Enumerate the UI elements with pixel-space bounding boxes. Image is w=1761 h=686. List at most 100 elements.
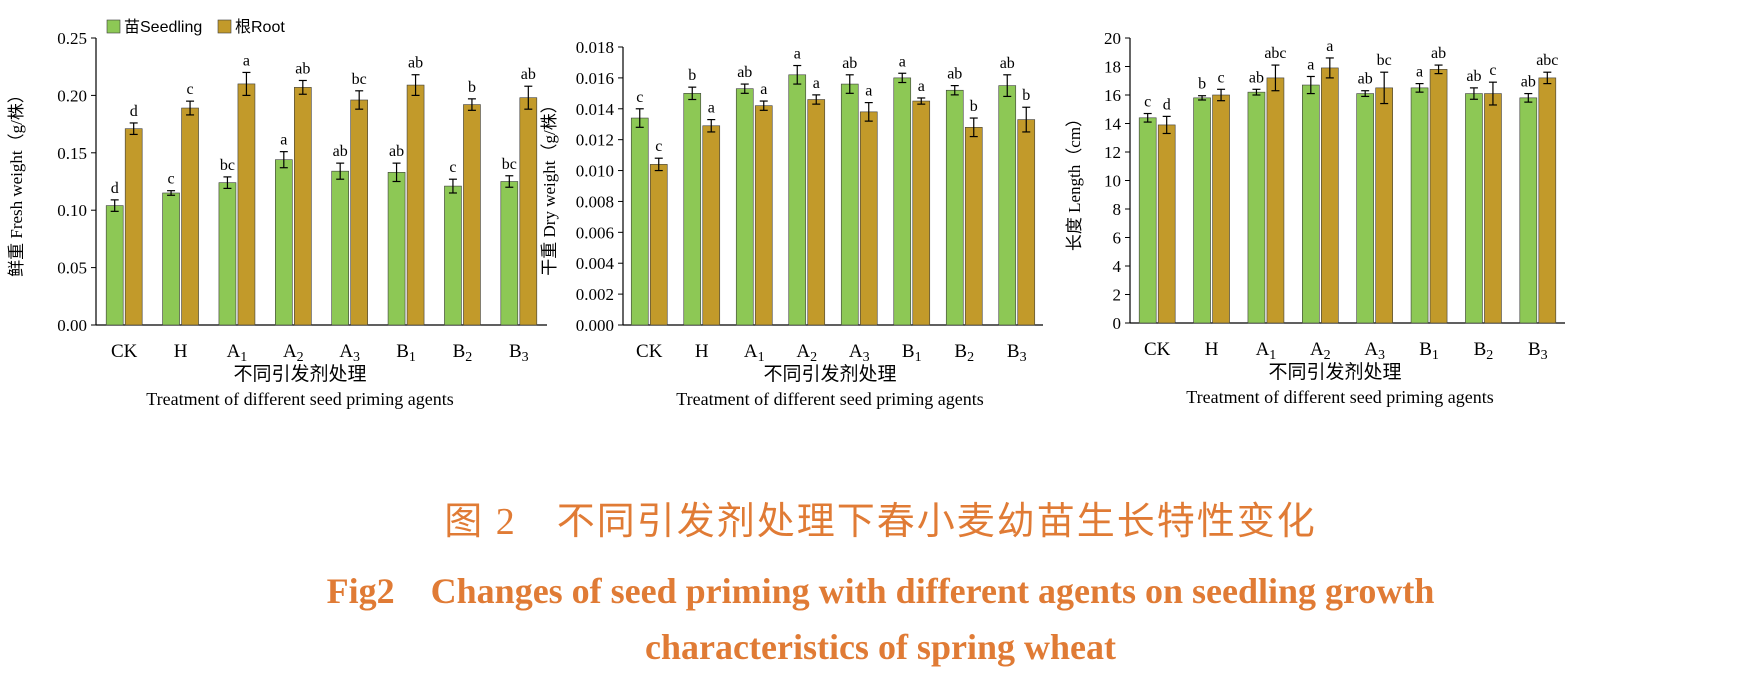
- x-tick-label: B2: [453, 341, 473, 365]
- y-tick-label: 14: [1104, 115, 1122, 134]
- y-tick-label: 0.00: [57, 316, 87, 335]
- seedling-bar: [788, 74, 807, 326]
- y-tick-label: 0.004: [576, 254, 615, 273]
- seedling-bar: [1465, 93, 1483, 324]
- root-bar: [463, 104, 481, 326]
- y-tick-label: 0.012: [576, 131, 614, 150]
- significance-letter: bc: [502, 156, 517, 173]
- significance-letter: c: [1144, 94, 1151, 111]
- root-bar: [1266, 77, 1285, 324]
- y-tick-label: 0.014: [576, 100, 615, 119]
- seedling-bar: [444, 185, 462, 326]
- y-tick-label: 0.008: [576, 192, 614, 211]
- legend: 苗Seedling 根Root: [106, 18, 285, 36]
- significance-letter: a: [708, 100, 715, 117]
- seedling-bar: [331, 170, 349, 326]
- y-tick-label: 2: [1113, 286, 1122, 305]
- significance-letter: ab: [842, 55, 857, 72]
- figure-caption-english-line1: Fig2 Changes of seed priming with differ…: [326, 571, 1435, 611]
- x-tick-label: B1: [396, 341, 416, 365]
- significance-letter: d: [111, 180, 119, 197]
- x-axis-label-english: Treatment of different seed priming agen…: [1186, 387, 1493, 407]
- y-tick-label: 0.006: [576, 223, 614, 242]
- significance-letter: a: [760, 81, 767, 98]
- significance-letter: ab: [1358, 71, 1373, 88]
- root-bar: [1157, 124, 1176, 324]
- significance-letter: c: [1489, 62, 1496, 79]
- significance-letter: a: [918, 78, 925, 95]
- legend-swatch-root: [217, 19, 232, 34]
- y-axis-label: 干重 Dry weight（g/株）: [540, 96, 559, 275]
- significance-letter: a: [899, 53, 906, 70]
- x-tick-label: A1: [744, 341, 765, 365]
- y-tick-label: 0.010: [576, 162, 614, 181]
- x-tick-label: A2: [796, 341, 817, 365]
- y-tick-label: 0.000: [576, 316, 614, 335]
- y-tick-label: 8: [1113, 200, 1122, 219]
- x-axis-label-chinese: 不同引发剂处理: [763, 363, 896, 385]
- root-bar: [1212, 94, 1230, 324]
- x-tick-label: CK: [636, 341, 663, 362]
- legend-label-root: 根Root: [235, 18, 285, 36]
- x-tick-label: A1: [1256, 339, 1277, 363]
- y-tick-label: 0.10: [57, 201, 87, 220]
- y-tick-label: 18: [1104, 58, 1121, 77]
- significance-letter: d: [130, 103, 138, 120]
- root-bar: [1321, 67, 1339, 324]
- seedling-bar: [735, 88, 754, 326]
- figure-caption-chinese: 图 2 不同引发剂处理下春小麦幼苗生长特性变化: [444, 501, 1317, 543]
- x-tick-label: CK: [111, 341, 138, 362]
- root-bar: [859, 111, 878, 326]
- y-tick-label: 0.20: [57, 86, 87, 105]
- root-bar: [1484, 93, 1502, 324]
- x-tick-label: A2: [283, 341, 304, 365]
- significance-letter: c: [187, 81, 194, 98]
- seedling-bar: [840, 83, 859, 326]
- x-tick-label: B2: [954, 341, 974, 365]
- significance-letter: c: [636, 89, 643, 106]
- y-tick-label: 10: [1104, 172, 1121, 191]
- significance-letter: ab: [333, 143, 348, 160]
- significance-letter: c: [449, 159, 456, 176]
- significance-letter: bc: [1377, 52, 1392, 69]
- legend-label-seedling: 苗Seedling: [124, 18, 202, 36]
- y-tick-label: 0: [1113, 314, 1122, 333]
- x-tick-label: CK: [1144, 339, 1171, 360]
- seedling-bar: [1356, 93, 1374, 324]
- x-tick-label: H: [174, 341, 188, 362]
- root-bar: [124, 128, 143, 326]
- x-tick-label: H: [695, 341, 709, 362]
- figure-caption-english-line2: characteristics of spring wheat: [645, 627, 1116, 667]
- root-bar: [649, 164, 668, 326]
- root-bar: [807, 99, 826, 326]
- significance-letter: a: [1416, 64, 1423, 81]
- significance-letter: ab: [1000, 55, 1015, 72]
- significance-letter: d: [1163, 96, 1171, 113]
- significance-letter: c: [168, 171, 175, 188]
- significance-letter: abc: [1536, 52, 1558, 69]
- significance-letter: a: [813, 75, 820, 92]
- y-tick-label: 4: [1113, 257, 1122, 276]
- x-tick-label: A1: [227, 341, 248, 365]
- seedling-bar: [893, 77, 912, 326]
- seedling-bar: [162, 192, 180, 326]
- seedling-bar: [1519, 97, 1538, 324]
- significance-letter: a: [865, 83, 872, 100]
- seedling-bar: [1247, 91, 1266, 324]
- x-tick-label: B3: [1007, 341, 1027, 365]
- seedling-bar: [1302, 84, 1320, 324]
- legend-swatch-seedling: [106, 19, 121, 34]
- seedling-bar: [945, 89, 964, 326]
- significance-letter: ab: [408, 55, 423, 72]
- significance-letter: ab: [1521, 74, 1536, 91]
- chart-panel-2: 0.000 0.002 0.004 0.006 0.008 0.010 0.012 0.014…: [540, 38, 1043, 409]
- significance-letter: abc: [1264, 45, 1286, 62]
- significance-letter: c: [1218, 69, 1225, 86]
- y-tick-label: 12: [1104, 143, 1121, 162]
- root-bar: [406, 84, 425, 326]
- y-axis-label: 鲜重 Fresh weight（g/株）: [7, 86, 26, 277]
- seedling-bar: [1193, 97, 1211, 324]
- significance-letter: ab: [1249, 69, 1264, 86]
- significance-letter: b: [468, 79, 476, 96]
